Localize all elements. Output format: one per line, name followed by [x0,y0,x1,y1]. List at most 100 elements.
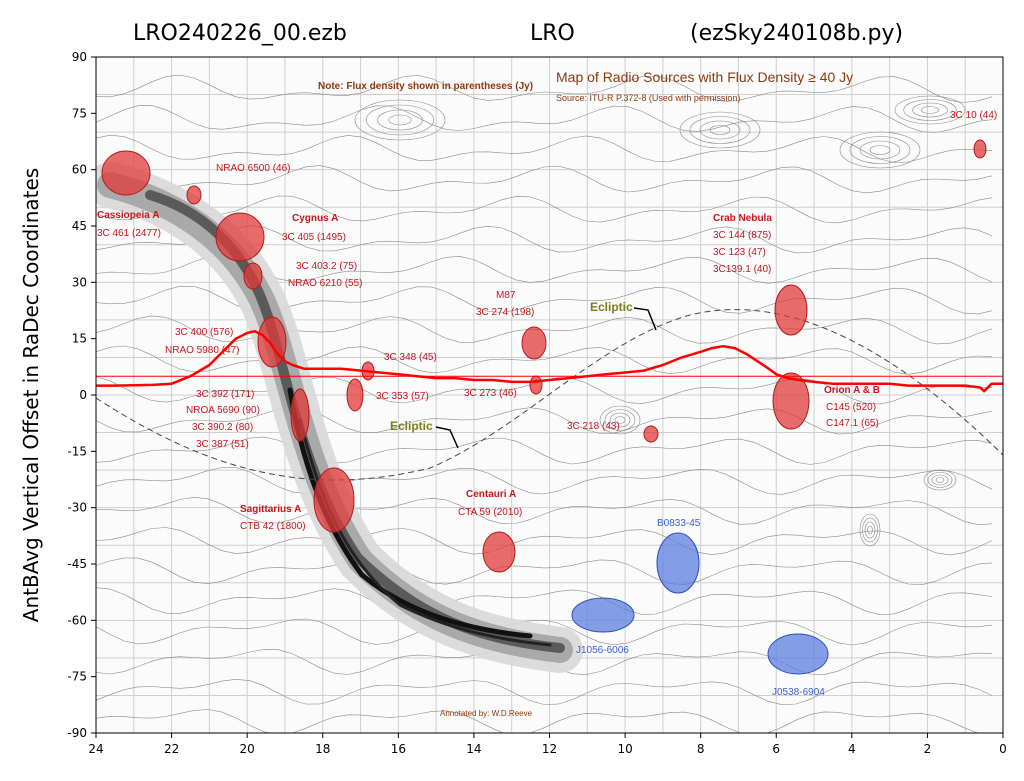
map-contour-ring [859,140,901,160]
source-j0538-6904 [767,633,829,675]
label-centauri-name: Centauri A [466,489,516,500]
map-contour-ring [699,120,741,140]
map-contour [96,678,993,706]
radio-sources-red [101,139,987,573]
map-contour [96,587,993,616]
map-contour-ring [614,416,626,424]
label-centauri-flux: CTA 59 (2010) [458,507,522,518]
x-tick-label: 20 [240,742,255,756]
map-note: Note: Flux density shown in parentheses … [318,81,533,92]
source-3c-218 [643,425,659,443]
y-tick-label: -90 [67,726,87,740]
source-nrao-6500 [186,185,202,205]
map-contour-ring [903,99,957,121]
map-contour [96,557,993,586]
y-tick-label: -45 [67,557,87,571]
label-cassiopeia-name: Cassiopeia A [97,210,159,221]
radio-sources-blue [571,532,829,675]
label-orion-1: C145 (520) [826,402,876,413]
x-tick-label: 2 [924,742,932,756]
map-contour [96,134,993,163]
label-sagittarius-name: Sagittarius A [240,504,301,515]
map-contours [96,74,993,733]
map-contour [96,709,981,733]
map-contour [96,74,993,103]
map-contour [96,345,993,375]
ecliptic-pointer-north [633,307,657,331]
map-contour [96,527,993,556]
label-j0538: J0538-6904 [772,687,825,698]
source-3c-392 [290,388,310,442]
map-contour [96,496,993,526]
map-contour-ring [894,95,966,125]
x-tick-label: 6 [772,742,780,756]
label-orion-name: Orion A & B [824,385,880,396]
ecliptic-label-south: Ecliptic [390,419,433,433]
label-cygnus-flux: 3C 405 (1495) [282,232,346,243]
y-tick-label: 75 [72,106,87,120]
label-3c387: 3C 387 (51) [196,439,249,450]
x-tick-label: 4 [848,742,856,756]
ecliptic-curve [96,309,1003,481]
label-nrao6210: NRAO 6210 (55) [288,278,362,289]
x-tick-label: 14 [466,742,481,756]
y-tick-label: 15 [72,332,87,346]
source-cygnus-a [215,212,265,262]
source-m87 [521,326,547,360]
map-source: Source: ITU-R P.372-8 (Used with permiss… [556,93,740,103]
x-tick-label: 8 [697,742,705,756]
source-b0833-45 [656,532,700,594]
map-title: Map of Radio Sources with Flux Density ≥… [556,69,853,85]
x-tick-label: 18 [315,742,330,756]
map-contour-ring [365,104,435,136]
map-contour [96,618,993,646]
y-axis: 90 75 60 45 30 15 0 -15 -30 -45 -60 -75 -90 [67,50,96,740]
y-tick-label: 60 [72,163,87,177]
source-labels: Cassiopeia A 3C 461 (2477) NRAO 6500 (46… [97,110,997,698]
map-contour-ring [869,145,891,155]
y-tick-label: -75 [67,670,87,684]
map-contour [96,406,993,435]
header-filename: LRO240226_00.ezb [133,21,347,46]
x-tick-label: 22 [164,742,179,756]
map-contour-ring [604,409,636,431]
label-b0833: B0833-45 [657,518,701,529]
map-contour-ring [935,477,945,483]
label-m87: M87 [496,290,516,301]
label-3c10: 3C 10 (44) [950,110,997,121]
source-3c-353 [346,378,364,412]
source-orion [772,372,810,430]
map-contour [96,105,993,133]
y-tick-label: 30 [72,275,87,289]
x-tick-label: 24 [88,742,103,756]
source-sagittarius-a [313,467,355,533]
map-contour-ring [709,125,731,135]
map-contour-ring [927,472,953,488]
y-tick-label: -15 [67,444,87,458]
source-crab-nebula [774,284,808,336]
ecliptic-pointer-south [435,426,459,449]
map-contour-ring [862,517,878,543]
x-tick-label: 12 [542,742,557,756]
source-3c-273 [529,375,543,395]
label-3c400: 3C 400 (576) [175,327,233,338]
y-tick-label: 90 [72,50,87,64]
label-3c392: 3C 392 (171) [196,389,254,400]
map-contour [96,467,993,495]
label-nroa5690: NROA 5690 (90) [186,405,260,416]
map-contour [96,315,993,345]
source-j1056-6006 [571,597,635,633]
label-3c273: 3C 273 (46) [464,388,517,399]
map-contour-ring [849,136,911,164]
source-3c-10 [973,139,987,159]
map-contour [96,436,993,465]
label-3c353: 3C 353 (57) [376,391,429,402]
label-sagittarius-flux: CTB 42 (1800) [240,521,306,532]
map-contour-ring [867,525,873,535]
x-axis: 24 22 20 18 16 14 12 10 8 6 4 2 0 [88,733,1007,756]
label-crab-3: 3C139.1 (40) [713,264,771,275]
header-script: (ezSky240108b.py) [690,21,903,46]
map-contour-ring [354,99,446,141]
ecliptic-label-north: Ecliptic [590,300,633,314]
label-crab-2: 3C 123 (47) [713,247,766,258]
